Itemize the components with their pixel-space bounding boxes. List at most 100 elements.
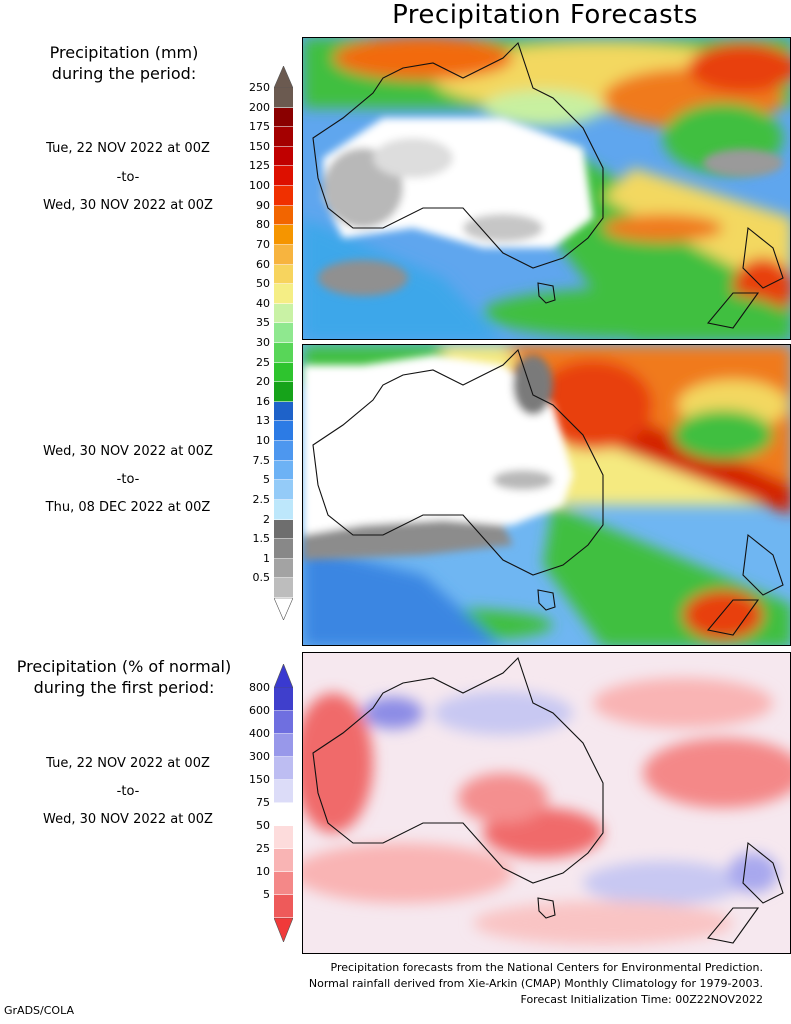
period1-end: Wed, 30 NOV 2022 at 00Z [43, 198, 213, 213]
percent-normal-color-cell [274, 872, 293, 895]
percent-normal-color-cell [274, 849, 293, 872]
precip-mm-color-cell [274, 205, 293, 226]
precip-mm-color-cell [274, 323, 293, 343]
period2-to: -to- [116, 472, 140, 487]
precip-mm-legend-header: Precipitation (mm) during the period: [0, 42, 248, 84]
legend-header-line1: Precipitation (mm) [49, 43, 199, 62]
map-panel-period2 [302, 344, 791, 646]
map-panel-period1 [302, 37, 791, 340]
precip-mm-color-cell [274, 343, 293, 363]
percent-normal-tick-label: 400 [249, 727, 270, 740]
period3-to: -to- [116, 784, 140, 799]
precip-mm-color-cell [274, 107, 293, 128]
precip-mm-color-cell [274, 88, 293, 108]
period1-start: Tue, 22 NOV 2022 at 00Z [46, 141, 210, 156]
percent-normal-tick-label: 300 [249, 750, 270, 763]
precip-mm-tick-label: 1.5 [252, 532, 271, 546]
precip-mm-tick-label: 125 [249, 159, 270, 173]
precip-mm-color-cell [274, 441, 293, 461]
percent-normal-color-cell [274, 895, 293, 918]
precip-mm-tick-label: 20 [256, 375, 270, 389]
precip-mm-tick-label: 200 [249, 100, 270, 114]
percent-normal-legend-header: Precipitation (% of normal) during the f… [0, 656, 248, 698]
grads-credit: GrADS/COLA [4, 1004, 74, 1017]
period3-start: Tue, 22 NOV 2022 at 00Z [46, 756, 210, 771]
precip-mm-color-cell [274, 146, 293, 167]
precip-mm-color-cell [274, 519, 293, 540]
footer-climatology-note: Normal rainfall derived from Xie-Arkin (… [308, 977, 763, 990]
precip-mm-color-cell [274, 382, 293, 402]
precip-mm-tick-label: 1 [263, 551, 270, 565]
percent-normal-color-cell [274, 688, 293, 711]
precip-mm-color-cell [274, 225, 293, 245]
footer-init-time: Forecast Initialization Time: 00Z22NOV20… [520, 993, 763, 1006]
legend2-header-line1: Precipitation (% of normal) [16, 657, 232, 676]
precip-mm-color-cell [274, 264, 293, 285]
precip-mm-tick-label: 30 [256, 336, 270, 349]
percent-normal-colorbar-ticks: 800 600 400 300 150 75 50 25 10 5 [236, 682, 270, 918]
precip-mm-color-cell [274, 421, 293, 442]
percent-normal-tick-label: 50 [256, 819, 270, 832]
precip-mm-tick-label: 60 [256, 257, 270, 271]
percent-normal-color-cell [274, 734, 293, 757]
precip-mm-tick-label: 80 [256, 218, 270, 232]
precip-mm-tick-label: 2.5 [252, 492, 271, 506]
precip-mm-tick-label: 90 [256, 198, 270, 212]
percent-normal-tick-label: 10 [256, 865, 270, 878]
legend2-max-arrow [274, 664, 293, 688]
precip-mm-tick-label: 16 [256, 394, 270, 408]
precip-mm-tick-label: 100 [249, 179, 270, 193]
legend-header-line2: during the period: [51, 64, 197, 83]
percent-normal-tick-label: 5 [263, 888, 270, 901]
percent-normal-color-cell [274, 826, 293, 849]
page-title: Precipitation Forecasts [392, 0, 698, 30]
precip-mm-tick-label: 175 [249, 120, 270, 134]
precip-mm-color-cell [274, 186, 293, 206]
percent-normal-colorbar [274, 688, 293, 918]
period3-end: Wed, 30 NOV 2022 at 00Z [43, 812, 213, 827]
precip-mm-color-cell [274, 480, 293, 500]
percent-normal-tick-label: 600 [249, 704, 270, 717]
percent-normal-tick-label: 75 [256, 796, 270, 809]
precip-mm-tick-label: 5 [263, 473, 270, 487]
precip-map-period2 [303, 345, 790, 645]
precip-mm-tick-label: 250 [249, 81, 270, 94]
legend1-max-arrow [274, 66, 293, 88]
precip-mm-color-cell [274, 578, 293, 598]
precip-mm-color-cell [274, 244, 293, 265]
legend2-min-arrow [274, 918, 293, 942]
percent-normal-color-cell [274, 711, 293, 734]
precip-mm-color-cell [274, 362, 293, 383]
precip-mm-tick-label: 7.5 [252, 453, 271, 467]
precip-mm-color-cell [274, 539, 293, 559]
footer-source-note: Precipitation forecasts from the Nationa… [330, 961, 764, 974]
precip-mm-color-cell [274, 558, 293, 579]
precip-mm-color-cell [274, 499, 293, 520]
legend2-header-line2: during the first period: [33, 678, 215, 697]
precip-mm-tick-label: 0.5 [252, 571, 271, 585]
precip-mm-color-cell [274, 401, 293, 422]
precip-mm-tick-label: 13 [256, 414, 270, 428]
precip-mm-tick-label: 25 [256, 355, 270, 369]
percent-normal-map [303, 653, 790, 953]
precip-mm-tick-label: 50 [256, 277, 270, 291]
percent-normal-tick-label: 150 [249, 773, 270, 786]
precip-mm-tick-label: 35 [256, 316, 270, 330]
precip-mm-tick-label: 40 [256, 296, 270, 310]
precip-mm-colorbar [274, 88, 293, 598]
percent-normal-color-cell [274, 757, 293, 780]
period2-start: Wed, 30 NOV 2022 at 00Z [43, 444, 213, 459]
precip-mm-color-cell [274, 127, 293, 147]
percent-normal-tick-label: 800 [249, 681, 270, 694]
map-panel-percent-normal [302, 652, 791, 954]
percent-normal-color-cell [274, 803, 293, 826]
precip-mm-tick-label: 150 [249, 139, 270, 153]
period1-to: -to- [116, 170, 140, 185]
precip-mm-color-cell [274, 284, 293, 304]
percent-normal-tick-label: 25 [256, 842, 270, 855]
percent-normal-color-cell [274, 780, 293, 803]
precip-mm-tick-label: 70 [256, 237, 270, 251]
precip-mm-color-cell [274, 303, 293, 324]
period2-end: Thu, 08 DEC 2022 at 00Z [45, 500, 211, 515]
precip-mm-color-cell [274, 460, 293, 481]
